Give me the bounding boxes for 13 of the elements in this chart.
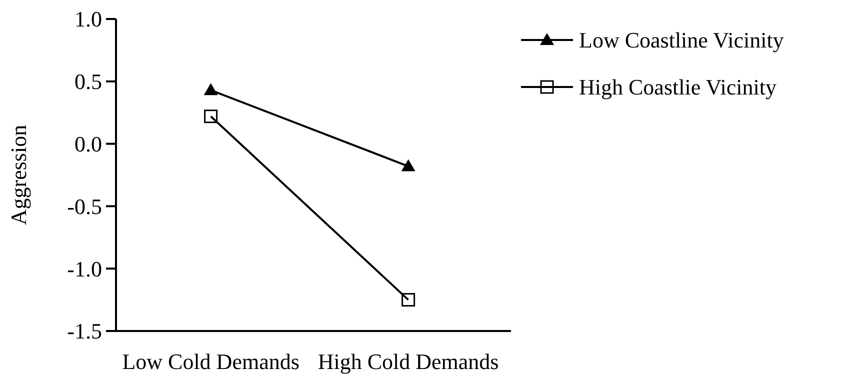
x-tick-label: Low Cold Demands — [122, 349, 300, 374]
y-tick-label: -1.5 — [67, 318, 102, 344]
y-tick-label: -0.5 — [67, 194, 102, 219]
y-tick-label: 0.5 — [74, 69, 102, 94]
y-tick-label: 0.0 — [74, 132, 102, 156]
x-tick-label: High Cold Demands — [318, 349, 499, 374]
legend-label: High Coastlie Vicinity — [579, 74, 776, 100]
y-tick-label: -1.0 — [67, 256, 102, 282]
legend-label: Low Coastline Vicinity — [579, 28, 784, 53]
y-axis-title: Aggression — [6, 124, 31, 226]
y-tick-label: 1.0 — [74, 6, 102, 32]
point — [402, 293, 416, 307]
point — [204, 110, 218, 124]
